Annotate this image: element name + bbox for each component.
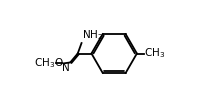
Text: CH$_3$: CH$_3$ [34,56,55,70]
Text: N: N [62,63,70,73]
Text: NH$_2$: NH$_2$ [82,28,103,42]
Text: CH$_3$: CH$_3$ [143,47,165,60]
Text: O: O [54,58,62,68]
